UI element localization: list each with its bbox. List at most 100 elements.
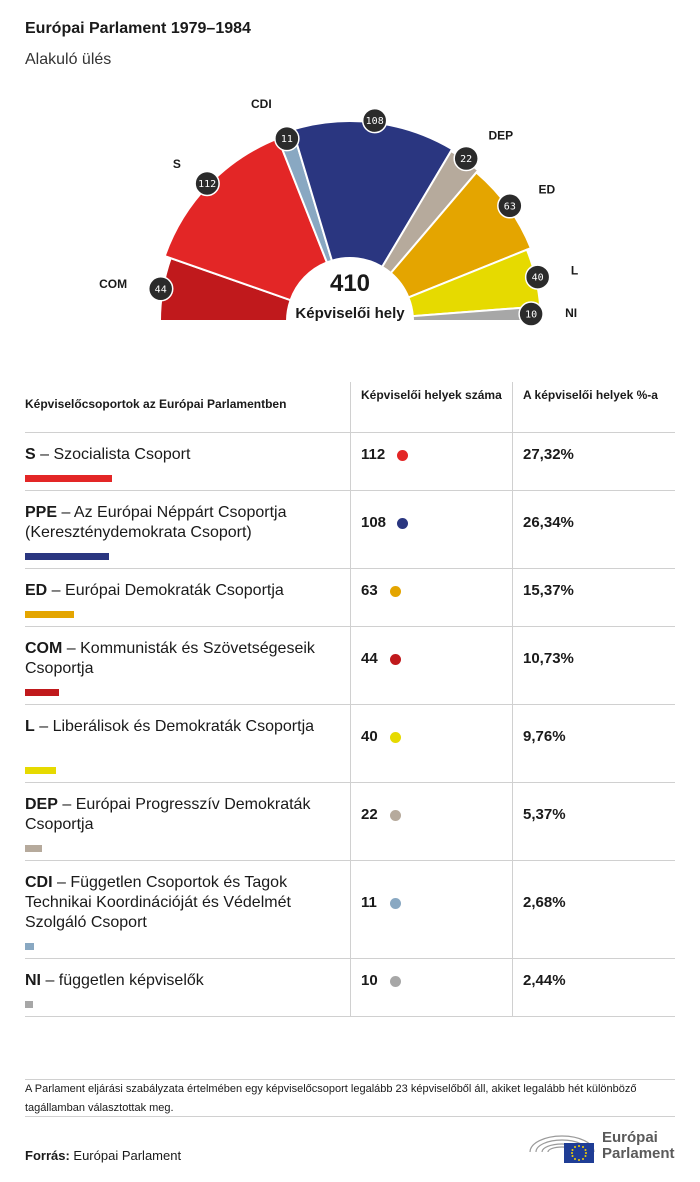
header-pct: A képviselői helyek %-a [523, 388, 658, 402]
chart-subtitle: Alakuló ülés [25, 51, 112, 68]
seat-badge-com [147, 276, 174, 302]
group-label: – Az Európai Néppárt Csoportja (Kereszté… [25, 504, 287, 541]
group-pct: 2,68% [523, 894, 566, 911]
seat-badge-cdi [274, 125, 300, 152]
group-color-dot [390, 975, 401, 987]
group-name: COM – Kommunisták és Szövetségeseik Csop… [25, 639, 340, 679]
group-seats: 11 [361, 894, 377, 911]
seat-badge-value: 10 [525, 310, 537, 321]
group-color-dot [390, 585, 401, 597]
seat-badge-dep [453, 145, 479, 172]
group-color-dot [390, 897, 401, 909]
group-share-bar [25, 689, 59, 696]
table-header: Képviselőcsoportok az Európai Parlamentb… [25, 382, 675, 433]
column-divider [350, 382, 351, 1017]
seat-badge-value: 44 [155, 284, 167, 295]
group-label: – Európai Progresszív Demokraták Csoport… [25, 796, 311, 833]
group-color-dot [390, 653, 401, 665]
group-label: – Független Csoportok és Tagok Technikai… [25, 874, 291, 931]
group-pct: 5,37% [523, 806, 566, 823]
group-share-bar [25, 475, 112, 482]
total-seats-label: Képviselői hely [295, 305, 405, 322]
hemicycle-segment-ed [389, 171, 533, 299]
ep-logo: Európai Parlament [528, 1126, 678, 1166]
groups-table: Képviselőcsoportok az Európai Parlamentb… [25, 382, 675, 1017]
table-body: S – Szocialista Csoport 112 27,32% PPE – Az… [25, 433, 675, 1017]
group-pct: 2,44% [523, 972, 566, 989]
group-share-bar [25, 943, 34, 950]
seat-badge-value: 11 [281, 134, 293, 145]
group-share-bar [25, 845, 42, 852]
group-code-label: CDI [251, 97, 272, 111]
group-pct: 27,32% [523, 446, 574, 463]
total-seats: 410 [330, 270, 370, 297]
group-label: – Európai Demokraták Csoportja [47, 582, 284, 599]
group-label: – független képviselők [41, 972, 204, 989]
group-color-dot [390, 809, 401, 821]
group-name: L – Liberálisok és Demokraták Csoportja [25, 717, 340, 737]
group-pct: 15,37% [523, 582, 574, 599]
group-share-bar [25, 553, 109, 560]
seat-badge-ed [497, 193, 523, 219]
column-divider [512, 382, 513, 1017]
group-seats: 10 [361, 972, 378, 989]
group-seats: 22 [361, 806, 378, 823]
group-code-label: NI [565, 306, 577, 320]
seat-badge-value: 63 [504, 201, 516, 212]
ep-logo-text: Európai Parlament [602, 1130, 675, 1162]
group-seats: 44 [361, 650, 378, 667]
seat-badge-value: 40 [532, 273, 544, 284]
group-name: CDI – Független Csoportok és Tagok Techn… [25, 873, 340, 933]
group-share-bar [25, 611, 74, 618]
group-code: CDI [25, 874, 53, 891]
group-share-bar [25, 767, 56, 774]
seat-badge-value: 112 [198, 179, 216, 190]
group-code-label: ED [539, 182, 556, 196]
footer-divider [25, 1116, 675, 1117]
source: Forrás: Európai Parlament [25, 1148, 181, 1163]
group-code: COM [25, 640, 63, 657]
group-seats: 112 [361, 446, 386, 463]
group-code: ED [25, 582, 48, 599]
seat-badge-ppe [361, 107, 388, 134]
ep-logo-icon [529, 1135, 595, 1163]
group-code: L [25, 718, 35, 735]
group-code: PPE [25, 504, 58, 521]
group-share-bar [25, 1001, 33, 1008]
hemicycle-segment-s [163, 137, 329, 302]
group-pct: 9,76% [523, 728, 566, 745]
seat-badge-value: 22 [460, 154, 472, 165]
group-code: S [25, 446, 36, 463]
group-name: S – Szocialista Csoport [25, 445, 340, 465]
seat-badge-value: 108 [366, 116, 384, 127]
group-name: DEP – Európai Progresszív Demokraták Cso… [25, 795, 340, 835]
seat-badge-l [524, 264, 551, 290]
group-name: PPE – Az Európai Néppárt Csoportja (Kere… [25, 503, 340, 543]
hemicycle-segment-ppe [291, 120, 454, 269]
group-label: – Szocialista Csoport [35, 446, 191, 463]
group-pct: 10,73% [523, 650, 574, 667]
source-value: Európai Parlament [69, 1148, 182, 1163]
chart-title: Európai Parlament 1979–1984 [25, 20, 251, 37]
group-pct: 26,34% [523, 514, 574, 531]
table-row: COM – Kommunisták és Szövetségeseik Csop… [25, 627, 675, 705]
group-code-label: L [571, 264, 578, 278]
group-seats: 40 [361, 728, 378, 745]
group-color-dot [390, 731, 401, 743]
group-code-label: DEP [488, 129, 513, 143]
group-label: – Kommunisták és Szövetségeseik Csoportj… [25, 640, 315, 677]
group-color-dot [397, 449, 408, 461]
group-name: NI – független képviselők [25, 971, 340, 991]
group-seats: 108 [361, 514, 387, 531]
seat-badge-ni [518, 301, 544, 327]
footnote: A Parlament eljárási szabályzata értelmé… [25, 1083, 637, 1114]
header-group: Képviselőcsoportok az Európai Parlamentb… [25, 397, 287, 411]
group-code: NI [25, 972, 41, 989]
group-name: ED – Európai Demokraták Csoportja [25, 581, 340, 601]
header-seats: Képviselői helyek száma [361, 388, 502, 402]
group-code: DEP [25, 796, 58, 813]
group-code-label: S [173, 157, 181, 171]
footnote-divider [25, 1079, 675, 1080]
source-label: Forrás: [25, 1148, 70, 1163]
ep-logo-line2: Parlament [602, 1145, 675, 1162]
